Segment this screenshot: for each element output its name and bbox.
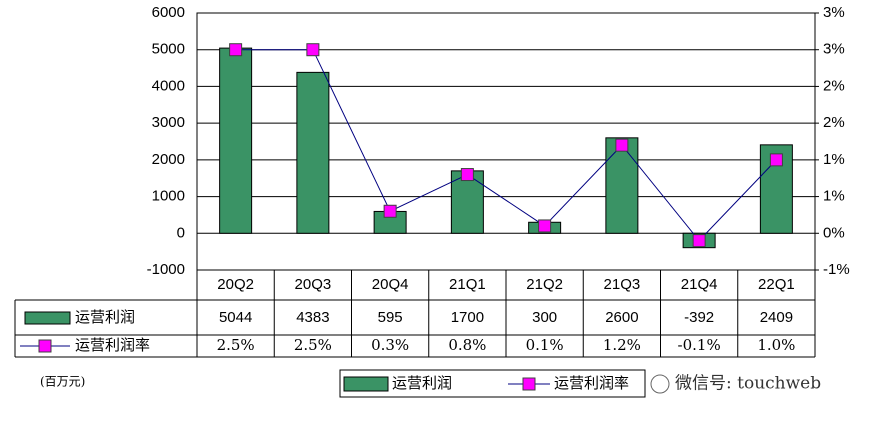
table-value: 0.1% [526, 336, 564, 354]
line-marker [538, 219, 552, 233]
y2-tick-label: 2% [823, 77, 845, 94]
table-value: 2600 [605, 309, 638, 326]
x-tick-label: 20Q4 [372, 276, 409, 293]
table-row-label: 运营利润 [75, 308, 135, 326]
watermark: 微信号: touchweb [675, 374, 821, 394]
y-tick-label: 1000 [152, 188, 185, 205]
legend-label: 运营利润率 [554, 374, 629, 392]
bar [219, 47, 253, 234]
line-marker [383, 204, 397, 218]
y-tick-label: 0 [177, 224, 185, 241]
y2-tick-label: 0% [823, 224, 845, 241]
table-value: 1.0% [757, 336, 795, 354]
line-marker [522, 377, 536, 391]
table-value: 5044 [219, 309, 252, 326]
line-marker [692, 234, 706, 248]
y2-tick-label: 2% [823, 114, 845, 131]
table-value: -392 [684, 309, 714, 326]
y2-tick-label: -1% [823, 261, 850, 278]
y-tick-label: 2000 [152, 151, 185, 168]
table-value: 1700 [451, 309, 484, 326]
table-value: 4383 [296, 309, 329, 326]
table-value: 2.5% [294, 336, 332, 354]
table-value: 0.8% [448, 336, 486, 354]
table-swatch [24, 311, 71, 325]
bar [296, 71, 330, 234]
table-value: 1.2% [603, 336, 641, 354]
table-value: 2.5% [217, 336, 255, 354]
line-marker [615, 138, 629, 152]
table-value: 2409 [760, 309, 793, 326]
x-tick-label: 21Q2 [526, 276, 563, 293]
line-marker [38, 339, 52, 353]
y-tick-label: 4000 [152, 77, 185, 94]
x-tick-label: 22Q1 [758, 276, 795, 293]
line-marker [769, 153, 783, 167]
x-tick-label: 20Q3 [295, 276, 332, 293]
x-tick-label: 20Q2 [217, 276, 254, 293]
x-tick-label: 21Q3 [604, 276, 641, 293]
line-marker [229, 43, 243, 57]
y2-tick-label: 3% [823, 41, 845, 58]
unit-note: (百万元) [40, 375, 85, 389]
table-row-label: 运营利润率 [75, 336, 150, 354]
line [235, 49, 777, 242]
y-tick-label: -1000 [147, 261, 185, 278]
y-tick-label: 3000 [152, 114, 185, 131]
legend-label: 运营利润 [392, 374, 452, 392]
line-marker [460, 168, 474, 182]
table-value: 595 [378, 309, 403, 326]
y-tick-label: 6000 [152, 4, 185, 21]
table-value: 300 [532, 309, 557, 326]
table-value: -0.1% [678, 336, 721, 354]
x-tick-label: 21Q4 [681, 276, 718, 293]
legend-box [339, 369, 646, 398]
bar [605, 137, 639, 234]
y2-tick-label: 1% [823, 188, 845, 205]
y2-tick-label: 3% [823, 4, 845, 21]
line-marker [306, 43, 320, 57]
watermark-icon [650, 374, 670, 394]
table-value: 0.3% [371, 336, 409, 354]
x-tick-label: 21Q1 [449, 276, 486, 293]
y2-tick-label: 1% [823, 151, 845, 168]
legend-swatch [343, 376, 389, 392]
y-tick-label: 5000 [152, 41, 185, 58]
plot-frame [196, 12, 816, 271]
